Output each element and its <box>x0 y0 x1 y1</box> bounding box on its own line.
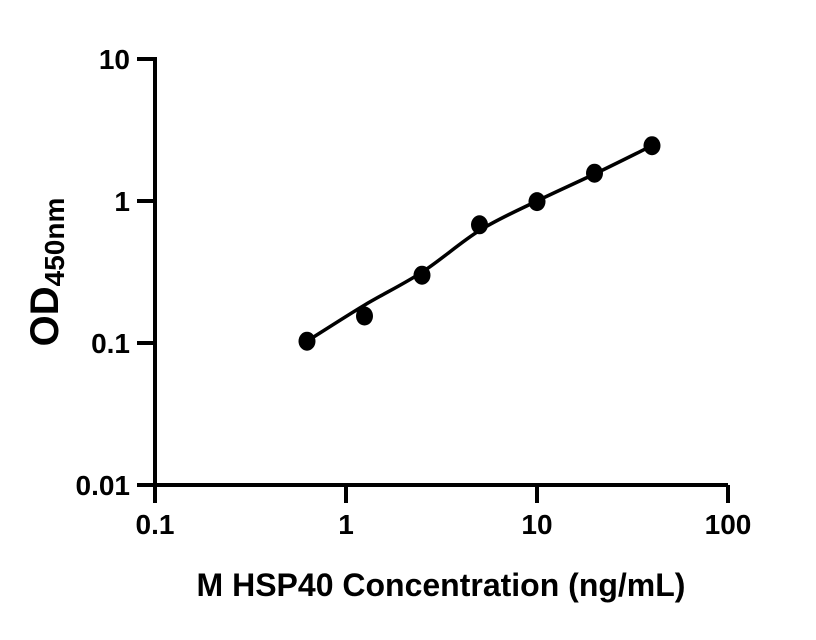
y-tick-label: 10 <box>99 44 130 75</box>
y-tick-label: 0.01 <box>76 470 131 501</box>
tick-marks <box>137 57 730 503</box>
data-point <box>413 265 431 285</box>
data-points <box>298 136 661 351</box>
x-tick-label: 0.1 <box>136 509 175 540</box>
axes <box>153 57 728 487</box>
x-tick-label: 10 <box>521 509 552 540</box>
y-axis-title-main: OD <box>23 286 67 346</box>
data-point <box>356 306 373 326</box>
x-axis-title: M HSP40 Concentration (ng/mL) <box>197 567 686 603</box>
data-point <box>528 192 546 212</box>
data-point <box>471 215 488 235</box>
y-tick-label: 1 <box>114 186 130 217</box>
y-axis-title-subscript: 450nm <box>39 198 70 287</box>
x-tick-label: 100 <box>705 509 752 540</box>
y-axis-title: OD450nm <box>23 198 70 347</box>
data-point <box>643 136 661 156</box>
data-point <box>298 331 316 351</box>
axis-frame <box>153 57 728 487</box>
data-point <box>586 163 603 183</box>
x-tick-label: 1 <box>338 509 354 540</box>
y-tick-label: 0.1 <box>91 328 130 359</box>
